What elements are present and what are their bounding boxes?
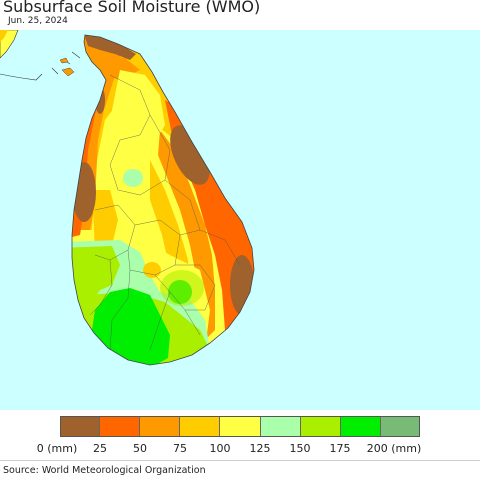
island-outline (71, 34, 255, 366)
soil-moisture-map (0, 30, 480, 410)
district-boundaries (89, 74, 241, 351)
source-credit: Source: World Meteorological Organizatio… (3, 465, 206, 476)
lime-spot-central (160, 270, 204, 306)
legend-swatch-75-100 (180, 416, 221, 437)
legend-label-25: 25 (93, 442, 107, 455)
map-date: Jun. 25, 2024 (8, 16, 68, 26)
legend-label-125: 125 (249, 442, 271, 455)
footer-divider (0, 460, 480, 461)
india-coast-orange (0, 30, 8, 42)
india-coast-outline (0, 51, 81, 81)
yellow-north-interior (112, 70, 165, 155)
legend-swatch-100-125 (220, 416, 261, 437)
legend-border (60, 416, 420, 437)
legend-label-200: 200 (mm) (366, 442, 422, 455)
northern-islets (59, 57, 75, 77)
legend-label-0: 0 (mm) (36, 442, 78, 455)
legend-swatch-175-200 (340, 416, 381, 437)
legend-label-100: 100 (209, 442, 231, 455)
legend-swatch-200-plus (380, 416, 420, 437)
legend-swatch-50-75 (140, 416, 181, 437)
legend-label-50: 50 (133, 442, 147, 455)
orange-spot-central-2 (164, 226, 176, 242)
color-legend: 0 (mm) 25 50 75 100 125 150 175 200 (mm) (0, 415, 480, 455)
legend-swatch-0-25 (60, 416, 101, 437)
lightgreen-spot-central (123, 169, 143, 187)
map-title: Subsurface Soil Moisture (WMO) (3, 0, 261, 16)
orange-spot-central (143, 262, 161, 278)
legend-label-75: 75 (173, 442, 187, 455)
legend-label-150: 150 (289, 442, 311, 455)
light-orange-mid-west (92, 190, 118, 250)
legend-swatch-125-150 (260, 416, 301, 437)
legend-swatch-25-50 (100, 416, 141, 437)
legend-swatch-150-175 (300, 416, 341, 437)
brown-north-tip (84, 35, 136, 60)
legend-color-bar (60, 416, 420, 437)
legend-label-175: 175 (329, 442, 351, 455)
